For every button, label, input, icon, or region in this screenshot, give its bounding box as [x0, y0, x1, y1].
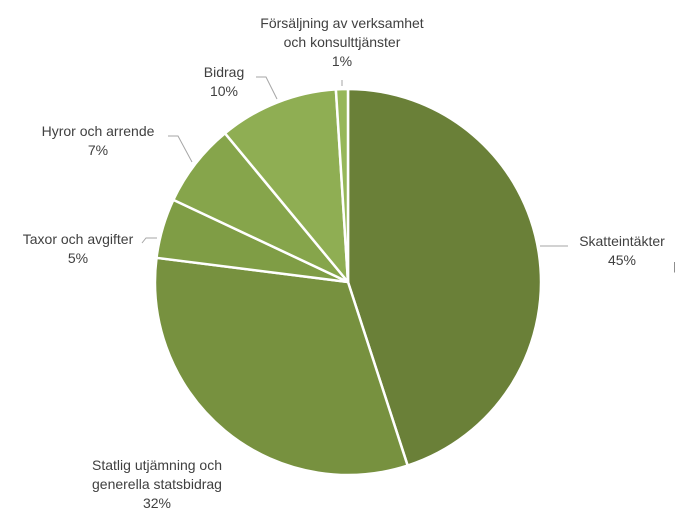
slice-name: Hyror och arrende — [42, 123, 155, 139]
leader-line — [141, 237, 157, 244]
slice-name: Statlig utjämning och — [92, 457, 222, 473]
pie-slice — [346, 87, 543, 468]
slice-name: Försäljning av verksamhet — [260, 15, 424, 31]
pie-slice — [153, 256, 410, 477]
slice-label: Statlig utjämning och generella statsbidr… — [92, 457, 222, 511]
slice-name: Bidrag — [204, 64, 244, 80]
slice-label: Försäljning av verksamhet och konsulttjän… — [260, 15, 424, 69]
slice-percent: 10% — [210, 83, 238, 99]
edge-artifact: | — [673, 261, 676, 273]
slice-name: Taxor och avgifter — [23, 231, 134, 247]
slice-percent: 1% — [332, 53, 352, 69]
slice-percent: 45% — [608, 252, 636, 268]
leader-line — [256, 76, 278, 100]
slice-label: Bidrag 10% — [204, 64, 244, 99]
leader-lines — [141, 76, 568, 247]
slice-name: Skatteintäkter — [579, 233, 665, 249]
slice-percent: 32% — [143, 495, 171, 511]
slice-label: Skatteintäkter 45% — [579, 233, 665, 268]
slice-name: generella statsbidrag — [92, 476, 222, 492]
slice-label: Taxor och avgifter 5% — [23, 231, 134, 266]
slice-percent: 7% — [88, 142, 108, 158]
pie-slice — [223, 88, 350, 286]
pie-slice — [334, 87, 350, 283]
slice-percent: 5% — [68, 250, 88, 266]
pie-slices — [153, 87, 543, 477]
slice-labels: Skatteintäkter 45% Statlig utjämning och ge… — [23, 15, 665, 511]
leader-line — [168, 135, 193, 163]
slice-label: Hyror och arrende 7% — [42, 123, 155, 158]
slice-name: och konsulttjänster — [284, 34, 401, 50]
